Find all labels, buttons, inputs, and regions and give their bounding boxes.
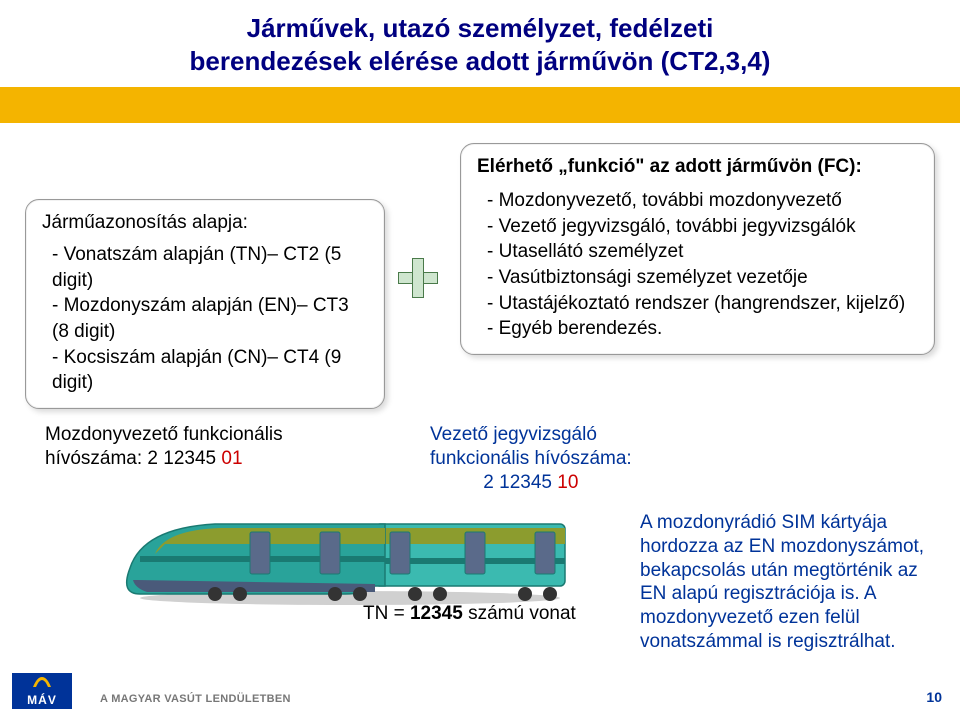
driver-number-label: Mozdonyvezető funkcionális hívószáma: 2 …	[45, 423, 283, 471]
left-box-title: Járműazonosítás alapja:	[42, 212, 368, 234]
left-item: - Kocsiszám alapján (CN)– CT4 (9 digit)	[52, 345, 368, 396]
train-illustration	[85, 498, 575, 608]
inspector-line3: 2 12345 10	[430, 471, 632, 495]
page-number: 10	[926, 689, 942, 705]
title-line-1: Járművek, utazó személyzet, fedélzeti	[0, 12, 960, 45]
tn-label: TN = 12345 számú vonat	[363, 603, 576, 625]
info-paragraph: A mozdonyrádió SIM kártyája hordozza az …	[640, 511, 930, 654]
slide-title: Járművek, utazó személyzet, fedélzeti be…	[0, 0, 960, 77]
driver-number-line1: Mozdonyvezető funkcionális	[45, 423, 283, 447]
left-callout-box: Járműazonosítás alapja: - Vonatszám alap…	[25, 199, 385, 409]
right-item: - Utasellátó személyzet	[487, 239, 918, 265]
plus-icon	[398, 258, 438, 298]
mav-logo: MÁV	[12, 673, 72, 709]
title-line-2: berendezések elérése adott járművön (CT2…	[0, 45, 960, 78]
mav-text: MÁV	[27, 693, 57, 707]
inspector-number-label: Vezető jegyvizsgáló funkcionális hívószá…	[430, 423, 632, 494]
footer-label: A MAGYAR VASÚT LENDÜLETBEN	[100, 693, 291, 705]
right-item: - Mozdonyvezető, további mozdonyvezető	[487, 188, 918, 214]
inspector-line2: funkcionális hívószáma:	[430, 447, 632, 471]
right-callout-box: Elérhető „funkció" az adott járművön (FC…	[460, 143, 935, 355]
right-item: - Vasútbiztonsági személyzet vezetője	[487, 265, 918, 291]
right-item: - Vezető jegyvizsgáló, további jegyvizsg…	[487, 214, 918, 240]
wing-icon	[31, 675, 53, 689]
content-area: Járműazonosítás alapja: - Vonatszám alap…	[0, 123, 960, 663]
left-item: - Vonatszám alapján (TN)– CT2 (5 digit)	[52, 242, 368, 293]
inspector-line1: Vezető jegyvizsgáló	[430, 423, 632, 447]
footer: MÁV A MAGYAR VASÚT LENDÜLETBEN 10	[0, 673, 960, 715]
right-item: - Utastájékoztató rendszer (hangrendszer…	[487, 291, 918, 317]
right-box-title: Elérhető „funkció" az adott járművön (FC…	[477, 156, 918, 178]
right-item: - Egyéb berendezés.	[487, 316, 918, 342]
left-item: - Mozdonyszám alapján (EN)– CT3 (8 digit…	[52, 293, 368, 344]
accent-bar	[0, 87, 960, 123]
driver-number-line2: hívószáma: 2 12345 01	[45, 447, 283, 471]
